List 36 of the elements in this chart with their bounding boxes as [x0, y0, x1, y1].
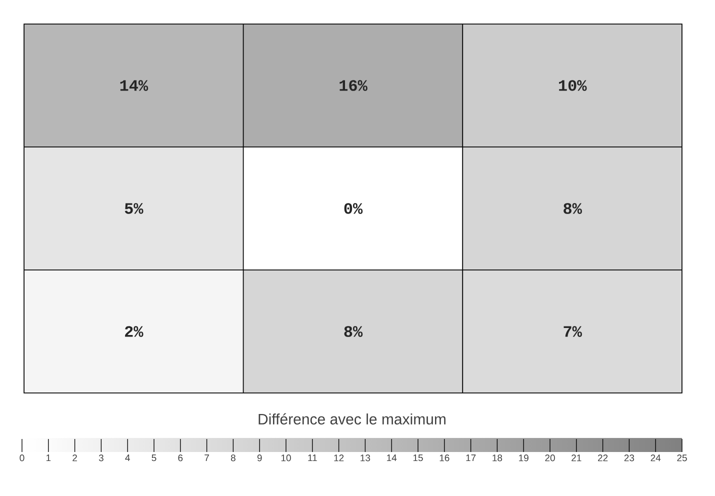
- color-bar-label: 25: [677, 454, 687, 462]
- color-bar-title: Différence avec le maximum: [258, 413, 446, 424]
- color-bar-label: 18: [492, 454, 502, 462]
- data-label: 7%: [564, 326, 582, 337]
- color-bar-label: 23: [624, 454, 634, 462]
- color-bar-label: 21: [572, 454, 582, 462]
- color-bar-label: 1: [46, 454, 51, 462]
- color-bar-label: 11: [308, 454, 317, 462]
- color-bar-label: 9: [257, 454, 262, 462]
- color-bar-label: 20: [545, 454, 555, 462]
- color-bar-label: 14: [387, 454, 397, 462]
- color-bar-label: 10: [281, 454, 291, 462]
- color-bar-label: 5: [152, 454, 156, 462]
- color-bar-label: 12: [334, 454, 344, 462]
- data-label: 8%: [564, 203, 582, 214]
- color-bar-label: 13: [360, 454, 370, 462]
- data-label: 16%: [340, 80, 368, 91]
- color-bar-label: 2: [72, 454, 77, 462]
- color-bar-label: 15: [413, 454, 423, 462]
- data-label: 14%: [120, 80, 148, 91]
- data-label: 5%: [124, 203, 144, 214]
- color-bar-label: 16: [440, 454, 450, 462]
- color-bar-label: 8: [230, 454, 236, 462]
- color-bar-label: 0: [20, 454, 24, 462]
- color-bar-label: 3: [98, 454, 104, 462]
- color-bar-label: 22: [598, 454, 608, 462]
- data-label: 10%: [559, 80, 587, 91]
- color-bar-label: 7: [204, 454, 209, 462]
- data-label: 2%: [125, 326, 144, 337]
- data-label: 8%: [344, 326, 363, 337]
- data-label: 0%: [344, 203, 363, 214]
- color-bar-label: 24: [650, 454, 661, 462]
- color-bar-label: 4: [125, 454, 130, 462]
- color-bar-label: 17: [466, 454, 476, 462]
- color-bar-label: 6: [178, 454, 183, 462]
- color-bar-label: 19: [519, 454, 528, 462]
